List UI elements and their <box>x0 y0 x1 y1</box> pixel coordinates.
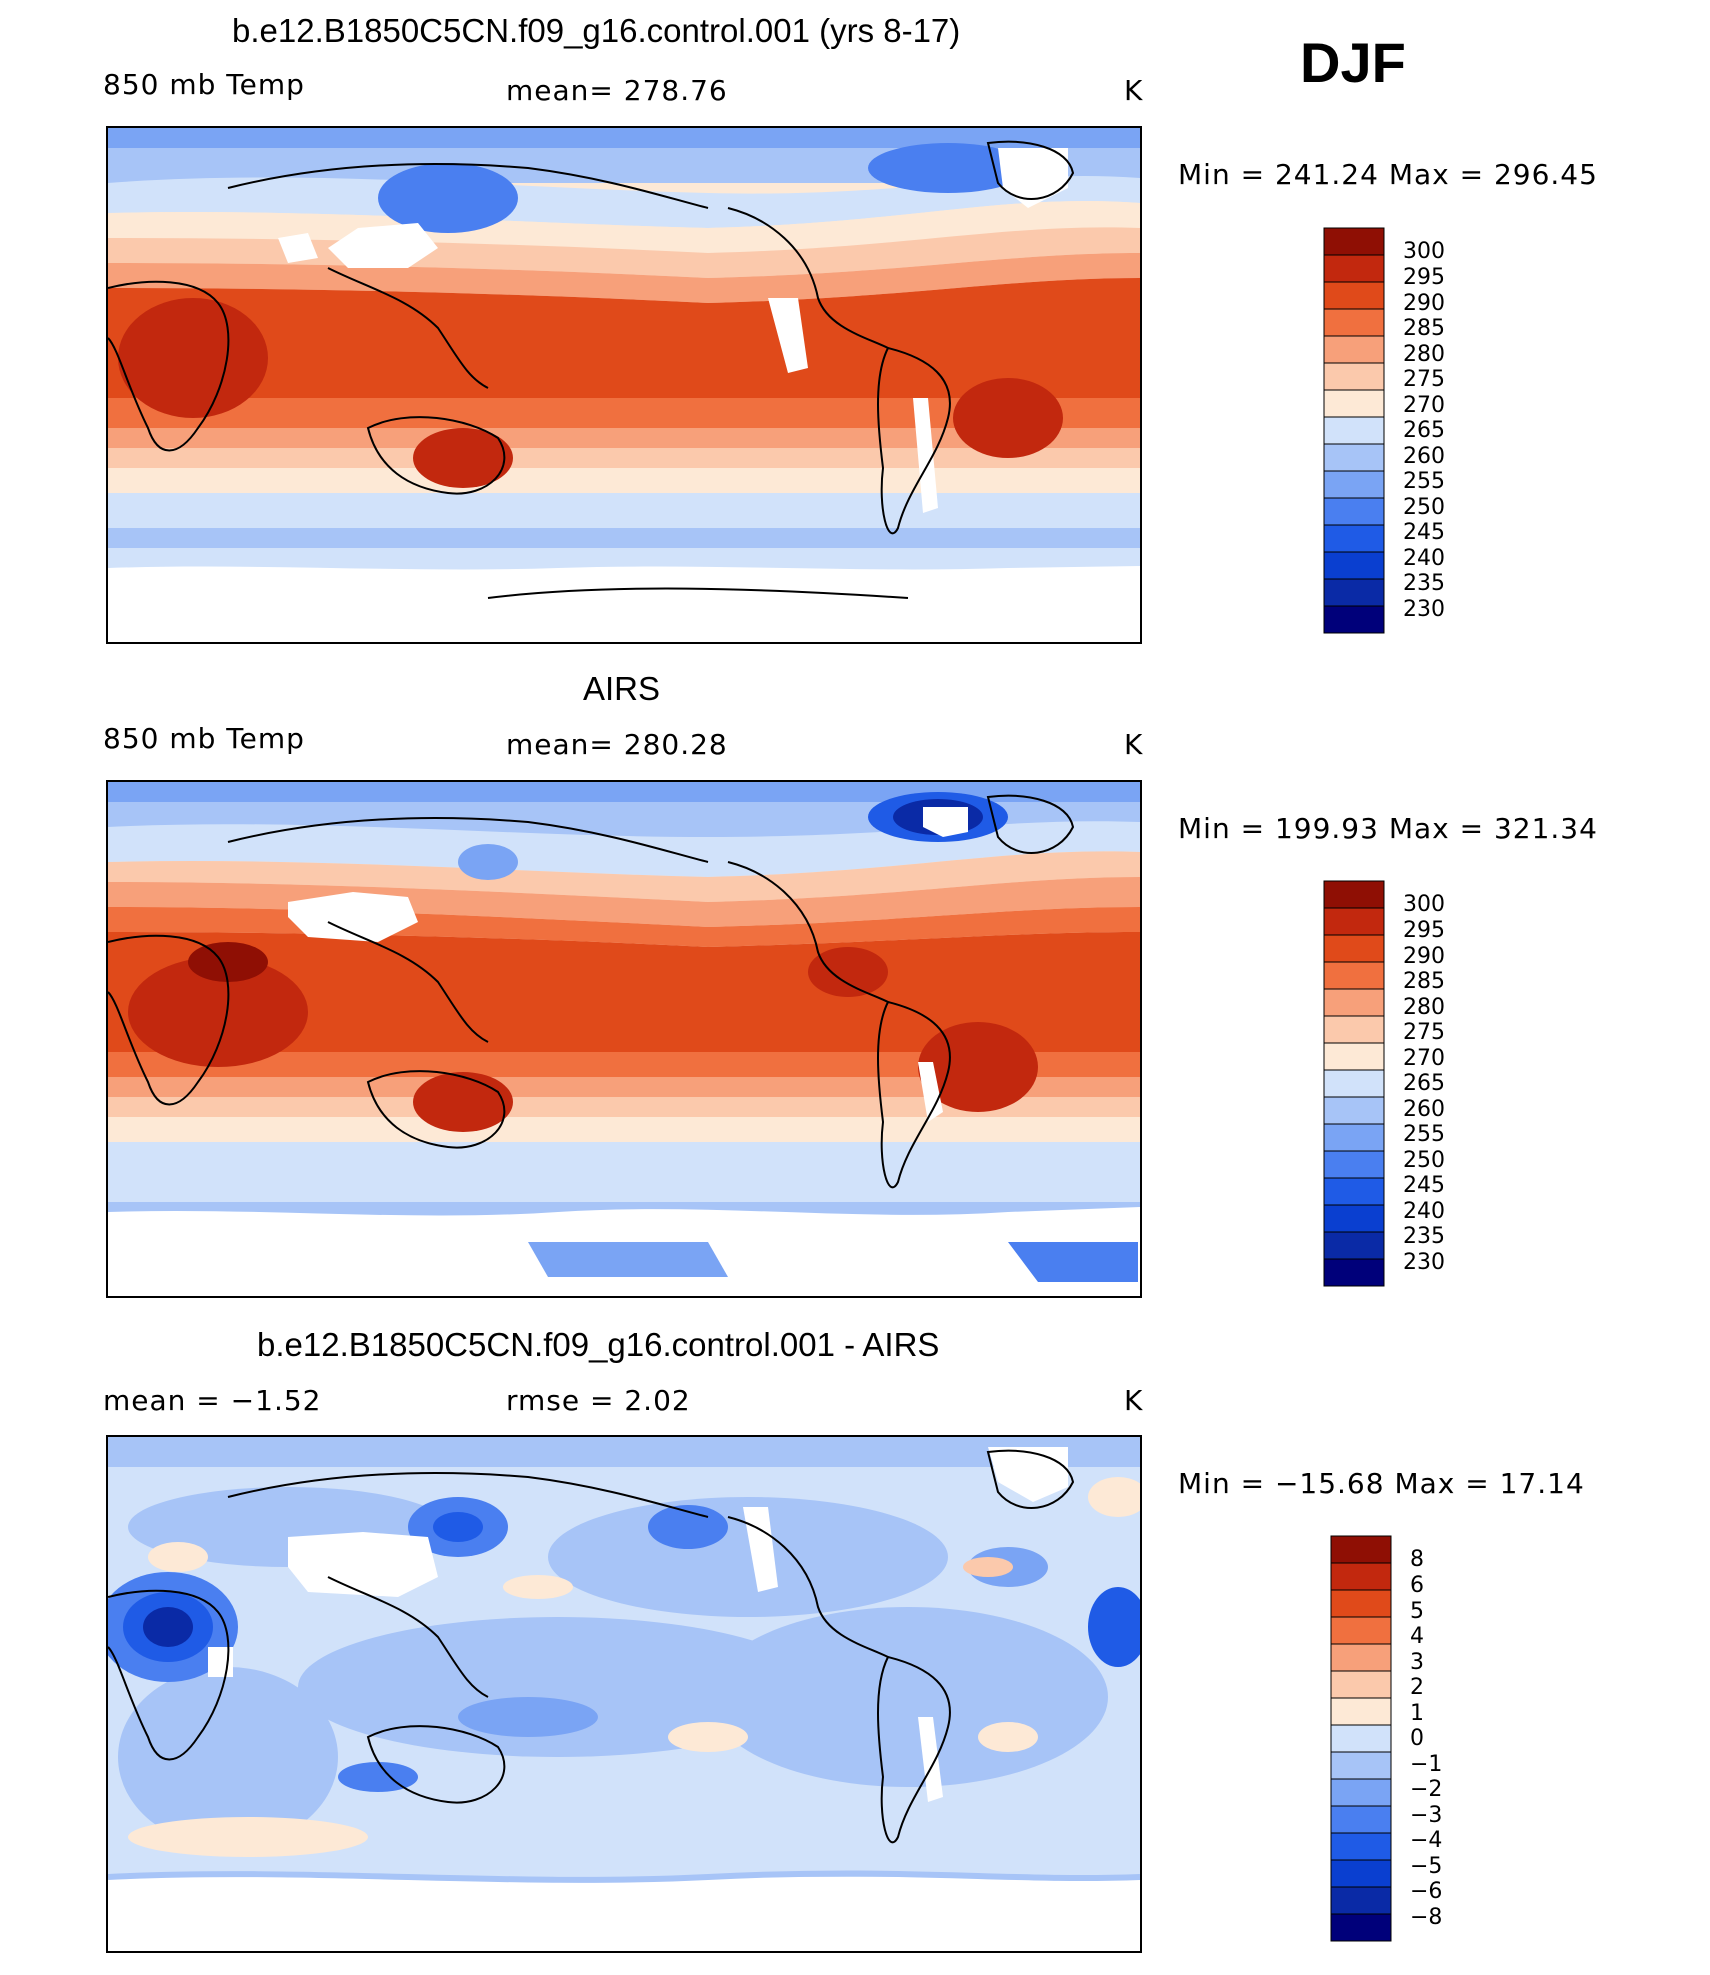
panel2-cb-tick: 300 <box>1403 892 1445 917</box>
panel3-cb-tick: −5 <box>1410 1854 1443 1879</box>
panel3-cb-tick: −2 <box>1410 1777 1443 1802</box>
panel2-cb-tick: 235 <box>1403 1224 1445 1249</box>
panel1-cb-tick: 245 <box>1403 520 1445 545</box>
panel1-colorbar <box>1323 227 1387 642</box>
panel1-cb-tick: 265 <box>1403 418 1445 443</box>
panel1-map <box>106 126 1142 644</box>
panel1-cb-tick: 270 <box>1403 393 1445 418</box>
panel2-cb-tick: 285 <box>1403 969 1445 994</box>
panel2-map-svg <box>108 782 1140 1296</box>
panel1-map-svg <box>108 128 1140 642</box>
panel3-colorbar-svg <box>1330 1535 1392 1942</box>
panel2-map <box>106 780 1142 1298</box>
panel2-cb-tick: 290 <box>1403 944 1445 969</box>
panel2-cb-tick: 270 <box>1403 1046 1445 1071</box>
panel2-colorbar <box>1323 880 1387 1295</box>
panel1-cb-tick: 255 <box>1403 469 1445 494</box>
panel3-rmse-label: rmse = 2.02 <box>506 1384 691 1417</box>
panel3-colorbar <box>1330 1535 1394 1950</box>
panel3-mean-label: mean = −1.52 <box>103 1384 322 1417</box>
panel1-title: b.e12.B1850C5CN.f09_g16.control.001 (yrs… <box>232 12 961 49</box>
panel3-map-svg <box>108 1437 1140 1951</box>
panel2-units: K <box>1124 728 1144 761</box>
panel3-cb-tick: 3 <box>1410 1650 1424 1675</box>
panel3-cb-tick: 1 <box>1410 1701 1424 1726</box>
panel1-variable-label: 850 mb Temp <box>103 68 305 101</box>
panel3-cb-tick: −1 <box>1410 1752 1443 1777</box>
panel1-cb-tick: 300 <box>1403 239 1445 264</box>
panel2-cb-tick: 295 <box>1403 918 1445 943</box>
panel3-map <box>106 1435 1142 1953</box>
panel2-cb-tick: 240 <box>1403 1199 1445 1224</box>
panel1-minmax: Min = 241.24 Max = 296.45 <box>1178 158 1598 191</box>
panel1-units: K <box>1124 74 1144 107</box>
panel3-cb-tick: 4 <box>1410 1624 1424 1649</box>
panel1-cb-tick: 230 <box>1403 597 1445 622</box>
panel2-cb-tick: 255 <box>1403 1122 1445 1147</box>
panel2-cb-tick: 245 <box>1403 1173 1445 1198</box>
panel1-cb-tick: 295 <box>1403 265 1445 290</box>
panel3-title: b.e12.B1850C5CN.f09_g16.control.001 - AI… <box>257 1326 940 1363</box>
panel3-cb-tick: 5 <box>1410 1599 1424 1624</box>
panel3-cb-tick: 8 <box>1410 1547 1424 1572</box>
panel2-cb-tick: 230 <box>1403 1250 1445 1275</box>
panel2-variable-label: 850 mb Temp <box>103 722 305 755</box>
panel2-mean-label: mean= 280.28 <box>506 728 728 761</box>
panel3-cb-tick: −4 <box>1410 1828 1443 1853</box>
panel1-cb-tick: 290 <box>1403 291 1445 316</box>
panel3-cb-tick: 2 <box>1410 1675 1424 1700</box>
panel2-cb-tick: 250 <box>1403 1148 1445 1173</box>
panel3-cb-tick: 6 <box>1410 1573 1424 1598</box>
season-label: DJF <box>1300 31 1406 94</box>
panel2-minmax: Min = 199.93 Max = 321.34 <box>1178 812 1598 845</box>
panel1-cb-tick: 285 <box>1403 316 1445 341</box>
panel1-cb-tick: 235 <box>1403 571 1445 596</box>
panel1-cb-tick: 250 <box>1403 495 1445 520</box>
panel1-cb-tick: 260 <box>1403 444 1445 469</box>
panel2-cb-tick: 280 <box>1403 995 1445 1020</box>
panel1-colorbar-svg <box>1323 227 1385 634</box>
panel1-cb-tick: 275 <box>1403 367 1445 392</box>
panel3-cb-tick: −8 <box>1410 1905 1443 1930</box>
panel1-cb-tick: 240 <box>1403 546 1445 571</box>
panel2-cb-tick: 260 <box>1403 1097 1445 1122</box>
panel2-colorbar-svg <box>1323 880 1385 1287</box>
panel3-units: K <box>1124 1384 1144 1417</box>
panel2-cb-tick: 265 <box>1403 1071 1445 1096</box>
panel3-cb-tick: 0 <box>1410 1726 1424 1751</box>
panel3-cb-tick: −3 <box>1410 1803 1443 1828</box>
panel2-cb-tick: 275 <box>1403 1020 1445 1045</box>
panel3-minmax: Min = −15.68 Max = 17.14 <box>1178 1467 1585 1500</box>
panel1-cb-tick: 280 <box>1403 342 1445 367</box>
panel1-mean-label: mean= 278.76 <box>506 74 728 107</box>
panel3-cb-tick: −6 <box>1410 1879 1443 1904</box>
panel2-title: AIRS <box>583 670 661 707</box>
